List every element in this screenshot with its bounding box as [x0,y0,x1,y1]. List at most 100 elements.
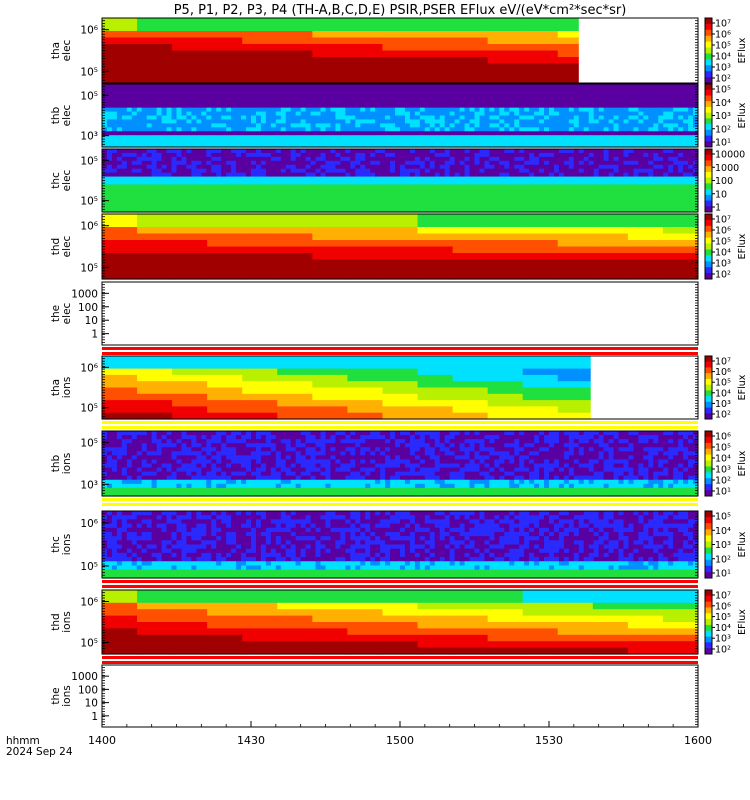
heatmap-cell [136,119,143,124]
heatmap-cell [360,172,366,178]
heatmap-cell [335,131,341,136]
colorbar-segment [705,84,712,91]
heatmap-cell [340,192,346,197]
heatmap-cell [255,131,262,136]
heatmap-cell [404,176,411,182]
heatmap-cell [295,172,302,178]
heatmap-cell [400,176,406,182]
heatmap-cell [365,87,371,93]
heatmap-cell [553,131,560,136]
heatmap-cell [260,91,267,97]
heatmap-cell [414,172,421,178]
heatmap-cell [221,188,227,193]
heatmap-cell [434,172,441,178]
heatmap-cell [524,91,530,97]
heatmap-cell [568,115,575,121]
heatmap-cell [221,168,227,174]
heatmap-cell [663,91,669,97]
heatmap-cell [529,95,535,101]
heatmap-cell [216,123,222,128]
heatmap-cell [231,127,237,132]
heatmap-cell [116,135,123,140]
heatmap-cell [277,240,313,248]
heatmap-cell [558,188,565,193]
heatmap-cell [499,135,505,140]
heatmap-cell [300,192,307,197]
heatmap-cell [519,103,525,109]
heatmap-cell [678,192,684,197]
heatmap-cell [683,200,689,205]
heatmap-cell [365,149,371,154]
heatmap-cell [487,76,524,84]
heatmap-cell [335,99,341,105]
heatmap-cell [340,156,346,162]
heatmap-cell [409,184,416,189]
heatmap-cell [414,204,421,209]
heatmap-cell [549,188,555,193]
heatmap-cell [618,152,625,158]
heatmap-cell [434,115,441,121]
heatmap-cell [330,176,337,182]
heatmap-cell [414,115,421,121]
heatmap-cell [464,184,471,189]
heatmap-cell [678,168,684,174]
heatmap-cell [618,192,625,197]
heatmap-cell [588,172,595,178]
heatmap-cell [583,103,590,109]
heatmap-cell [459,95,466,101]
heatmap-cell [345,192,351,197]
heatmap-cell [161,208,168,213]
heatmap-cell [563,91,570,97]
heatmap-cell [464,200,471,205]
heatmap-cell [260,99,267,105]
heatmap-cell [618,127,625,132]
heatmap-cell [663,180,669,186]
heatmap-cell [558,180,565,186]
heatmap-cell [693,111,698,117]
heatmap-cell [618,196,625,201]
heatmap-cell [484,123,490,128]
heatmap-cell [643,180,649,186]
heatmap-cell [563,95,570,101]
heatmap-cell [385,99,391,105]
heatmap-cell [172,266,208,274]
heatmap-cell [588,84,595,89]
heatmap-cell [678,103,684,109]
heatmap-cell [688,135,694,140]
heatmap-cell [325,111,332,117]
heatmap-cell [534,127,540,132]
heatmap-cell [196,95,202,101]
heatmap-cell [529,84,535,89]
heatmap-cell [251,168,257,174]
heatmap-cell [648,200,654,205]
heatmap-cell [444,111,451,117]
heatmap-cell [588,131,595,136]
heatmap-cell [568,172,575,178]
heatmap-cell [156,192,163,197]
heatmap-cell [382,227,419,235]
heatmap-cell [350,208,356,213]
heatmap-cell [549,139,555,144]
heatmap-cell [452,266,489,274]
heatmap-cell [553,208,560,213]
heatmap-cell [370,149,376,154]
heatmap-cell [102,451,108,456]
heatmap-cell [529,131,535,136]
heatmap-cell [499,91,505,97]
heatmap-cell [172,233,208,241]
heatmap-cell [146,196,153,201]
heatmap-cell [111,435,118,440]
heatmap-cell [489,123,495,128]
heatmap-cell [553,156,560,162]
heatmap-cell [156,143,163,148]
heatmap-cell [534,91,540,97]
heatmap-cell [275,168,282,174]
heatmap-cell [131,111,138,117]
heatmap-cell [137,50,173,58]
heatmap-cell [151,455,158,461]
heatmap-cell [226,149,232,154]
heatmap-cell [365,184,371,189]
heatmap-cell [106,131,113,136]
heatmap-cell [429,84,436,89]
heatmap-cell [246,115,252,121]
